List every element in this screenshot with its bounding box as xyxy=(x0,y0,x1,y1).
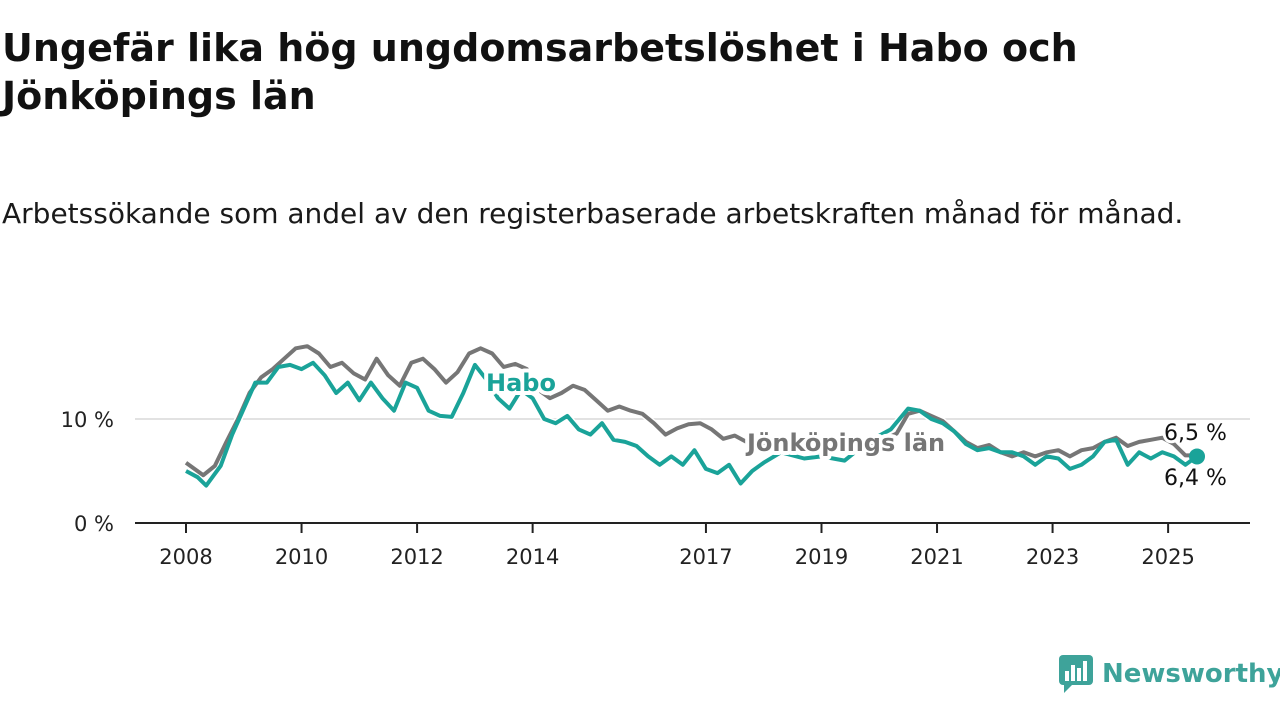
chart-title: Ungefär lika hög ungdomsarbetslöshet i H… xyxy=(2,26,1078,118)
x-tick-label: 2019 xyxy=(795,545,848,569)
x-tick-label: 2017 xyxy=(679,545,732,569)
end-label-jonkopings-lan-halo: 6,5 % xyxy=(1164,421,1227,446)
series-label-jonkopings-lan: Jönköpings län xyxy=(745,429,945,457)
x-tick-label: 2014 xyxy=(506,545,559,569)
brand: Newsworthy xyxy=(1058,652,1280,696)
y-tick-label: 10 % xyxy=(61,408,114,432)
x-tick-label: 2021 xyxy=(910,545,963,569)
end-label-habo: 6,4 % xyxy=(1164,466,1227,491)
series-label-habo-halo: Habo xyxy=(486,369,556,397)
series-label-jonkopings-lan-halo: Jönköpings län xyxy=(745,429,945,457)
end-label-habo-halo: 6,4 % xyxy=(1164,466,1227,491)
chart-subtitle: Arbetssökande som andel av den registerb… xyxy=(2,197,1184,230)
x-tick-label: 2010 xyxy=(275,545,328,569)
brand-name: Newsworthy xyxy=(1102,659,1280,689)
x-tick-label: 2025 xyxy=(1141,545,1194,569)
end-marker-habo xyxy=(1189,448,1205,465)
y-tick-label: 0 % xyxy=(74,512,114,536)
series-line-jonkopings-lan xyxy=(184,344,1197,478)
x-tick-label: 2008 xyxy=(159,545,212,569)
x-tick-label: 2023 xyxy=(1026,545,1079,569)
x-tick-label: 2012 xyxy=(390,545,443,569)
newsworthy-logo-icon xyxy=(1059,655,1093,693)
end-label-jonkopings-lan: 6,5 % xyxy=(1164,421,1227,446)
series-line-habo xyxy=(185,360,1199,488)
series-label-habo: Habo xyxy=(486,369,556,397)
